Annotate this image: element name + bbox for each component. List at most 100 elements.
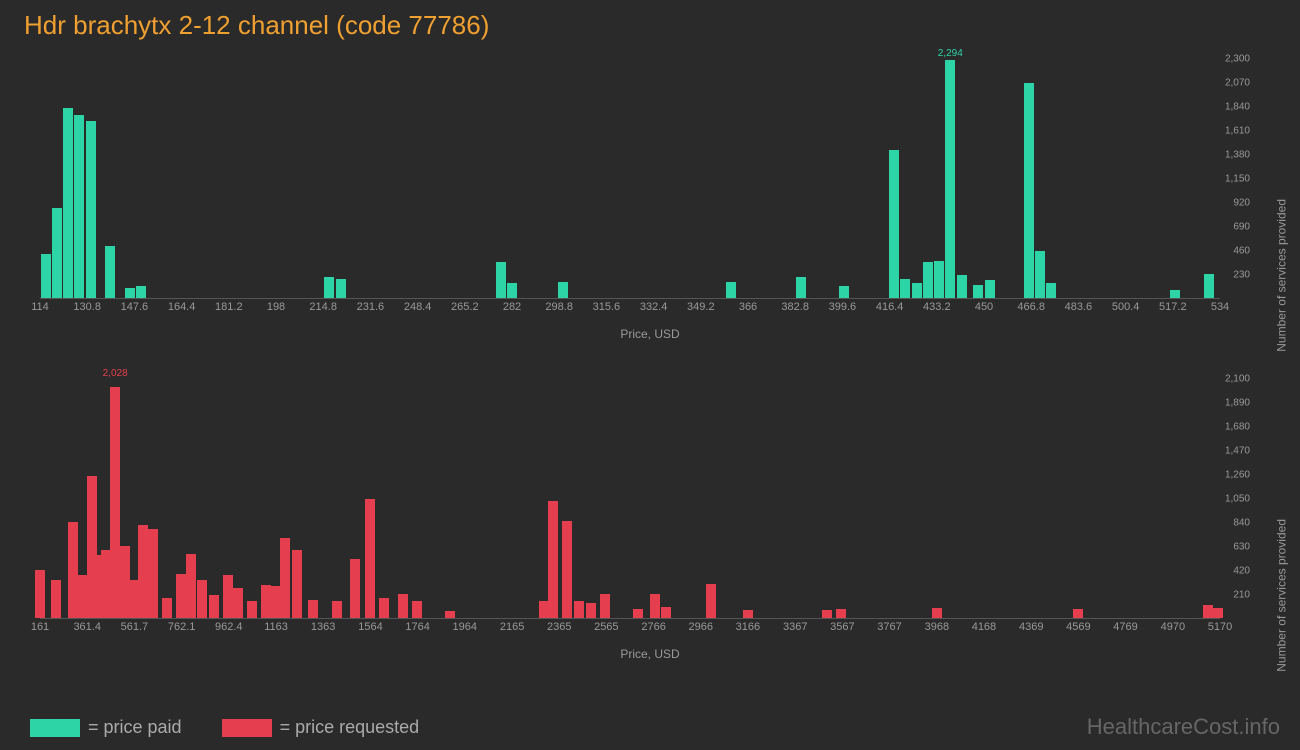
y-tick: 1,150 xyxy=(1225,174,1250,185)
bar xyxy=(1204,274,1214,298)
bar xyxy=(365,499,375,619)
y-tick: 2,070 xyxy=(1225,78,1250,89)
chart-top-panel: 2,294 114130.8147.6164.4181.2198214.8231… xyxy=(20,49,1280,349)
bar xyxy=(706,584,716,618)
bar xyxy=(51,580,61,618)
bar xyxy=(796,277,806,298)
bar xyxy=(445,611,455,618)
bar xyxy=(35,570,45,618)
bar xyxy=(86,121,96,298)
bar xyxy=(41,254,51,298)
x-tick: 483.6 xyxy=(1065,301,1093,313)
page-title: Hdr brachytx 2-12 channel (code 77786) xyxy=(24,10,1280,41)
x-tick: 265.2 xyxy=(451,301,479,313)
x-tick: 298.8 xyxy=(545,301,573,313)
bar-max-label: 2,028 xyxy=(103,368,128,379)
bar xyxy=(839,286,849,298)
bar xyxy=(308,600,318,618)
y-tick: 1,610 xyxy=(1225,126,1250,137)
x-tick: 433.2 xyxy=(923,301,951,313)
y-tick: 1,840 xyxy=(1225,102,1250,113)
bar xyxy=(162,598,172,618)
bar xyxy=(105,246,115,298)
bar xyxy=(209,595,219,618)
bar xyxy=(233,588,243,618)
watermark: HealthcareCost.info xyxy=(1087,714,1280,740)
x-tick: 3166 xyxy=(736,621,760,633)
chart-bottom-panel: 2,028 161 361.4 561.7 762.1 962.4 1163 1363 156… xyxy=(20,369,1280,669)
x-tick: 3767 xyxy=(877,621,901,633)
x-tick: 114 xyxy=(31,301,49,313)
y-tick: 1,890 xyxy=(1225,398,1250,409)
legend-requested-label: = price requested xyxy=(280,717,420,738)
x-tick: 4970 xyxy=(1161,621,1185,633)
y-tick: 1,380 xyxy=(1225,150,1250,161)
bar xyxy=(726,282,736,298)
x-tick: 164.4 xyxy=(168,301,196,313)
bar xyxy=(822,610,832,618)
y-tick: 230 xyxy=(1233,270,1250,281)
x-tick: 534 xyxy=(1211,301,1229,313)
x-tick: 1363 xyxy=(311,621,335,633)
x-tick: 361.4 xyxy=(73,621,101,633)
bar xyxy=(661,607,671,618)
y-tick: 210 xyxy=(1233,590,1250,601)
y-tick: 920 xyxy=(1233,198,1250,209)
chart-bottom-x-label: Price, USD xyxy=(620,647,679,661)
x-tick: 3567 xyxy=(830,621,854,633)
x-tick: 561.7 xyxy=(121,621,149,633)
legend-requested: = price requested xyxy=(222,717,420,738)
chart-container: Hdr brachytx 2-12 channel (code 77786) 2… xyxy=(0,0,1300,750)
x-tick: 416.4 xyxy=(876,301,904,313)
x-tick: 1163 xyxy=(264,621,288,633)
bar xyxy=(934,261,944,298)
x-tick: 382.8 xyxy=(781,301,809,313)
x-tick: 2165 xyxy=(500,621,524,633)
x-tick: 2966 xyxy=(689,621,713,633)
x-tick: 147.6 xyxy=(121,301,149,313)
x-tick: 1564 xyxy=(358,621,382,633)
bar xyxy=(412,601,422,618)
y-tick: 1,680 xyxy=(1225,422,1250,433)
chart-top-area: 2,294 xyxy=(40,59,1220,299)
x-tick: 762.1 xyxy=(168,621,196,633)
x-tick: 366 xyxy=(739,301,757,313)
x-tick: 466.8 xyxy=(1017,301,1045,313)
bar xyxy=(548,501,558,618)
legend-paid: = price paid xyxy=(30,717,182,738)
bar xyxy=(1035,251,1045,298)
x-tick: 161 xyxy=(31,621,49,633)
y-tick: 690 xyxy=(1233,222,1250,233)
x-tick: 962.4 xyxy=(215,621,243,633)
x-tick: 282 xyxy=(503,301,521,313)
bar xyxy=(985,280,995,298)
bar xyxy=(398,594,408,618)
bar xyxy=(1046,283,1056,298)
bar xyxy=(379,598,389,618)
x-tick: 332.4 xyxy=(640,301,668,313)
bar xyxy=(197,580,207,618)
bar xyxy=(52,208,62,298)
x-tick: 3968 xyxy=(925,621,949,633)
x-tick: 3367 xyxy=(783,621,807,633)
y-tick: 1,260 xyxy=(1225,470,1250,481)
bar xyxy=(324,277,334,298)
x-tick: 399.6 xyxy=(829,301,857,313)
bar xyxy=(350,559,360,618)
bar xyxy=(332,601,342,618)
bar xyxy=(496,262,506,298)
bar xyxy=(558,282,568,298)
x-tick: 315.6 xyxy=(593,301,621,313)
x-tick: 4369 xyxy=(1019,621,1043,633)
bar xyxy=(247,601,257,618)
bar xyxy=(650,594,660,618)
chart-top-x-label: Price, USD xyxy=(620,327,679,341)
bar xyxy=(148,529,158,618)
bar xyxy=(633,609,643,618)
x-tick: 1764 xyxy=(405,621,429,633)
x-tick: 500.4 xyxy=(1112,301,1140,313)
x-tick: 2766 xyxy=(641,621,665,633)
chart-bottom-x-ticks: 161361.4561.7762.1962.411631363156417641… xyxy=(40,621,1220,639)
bar xyxy=(973,285,983,299)
y-tick: 2,300 xyxy=(1225,54,1250,65)
